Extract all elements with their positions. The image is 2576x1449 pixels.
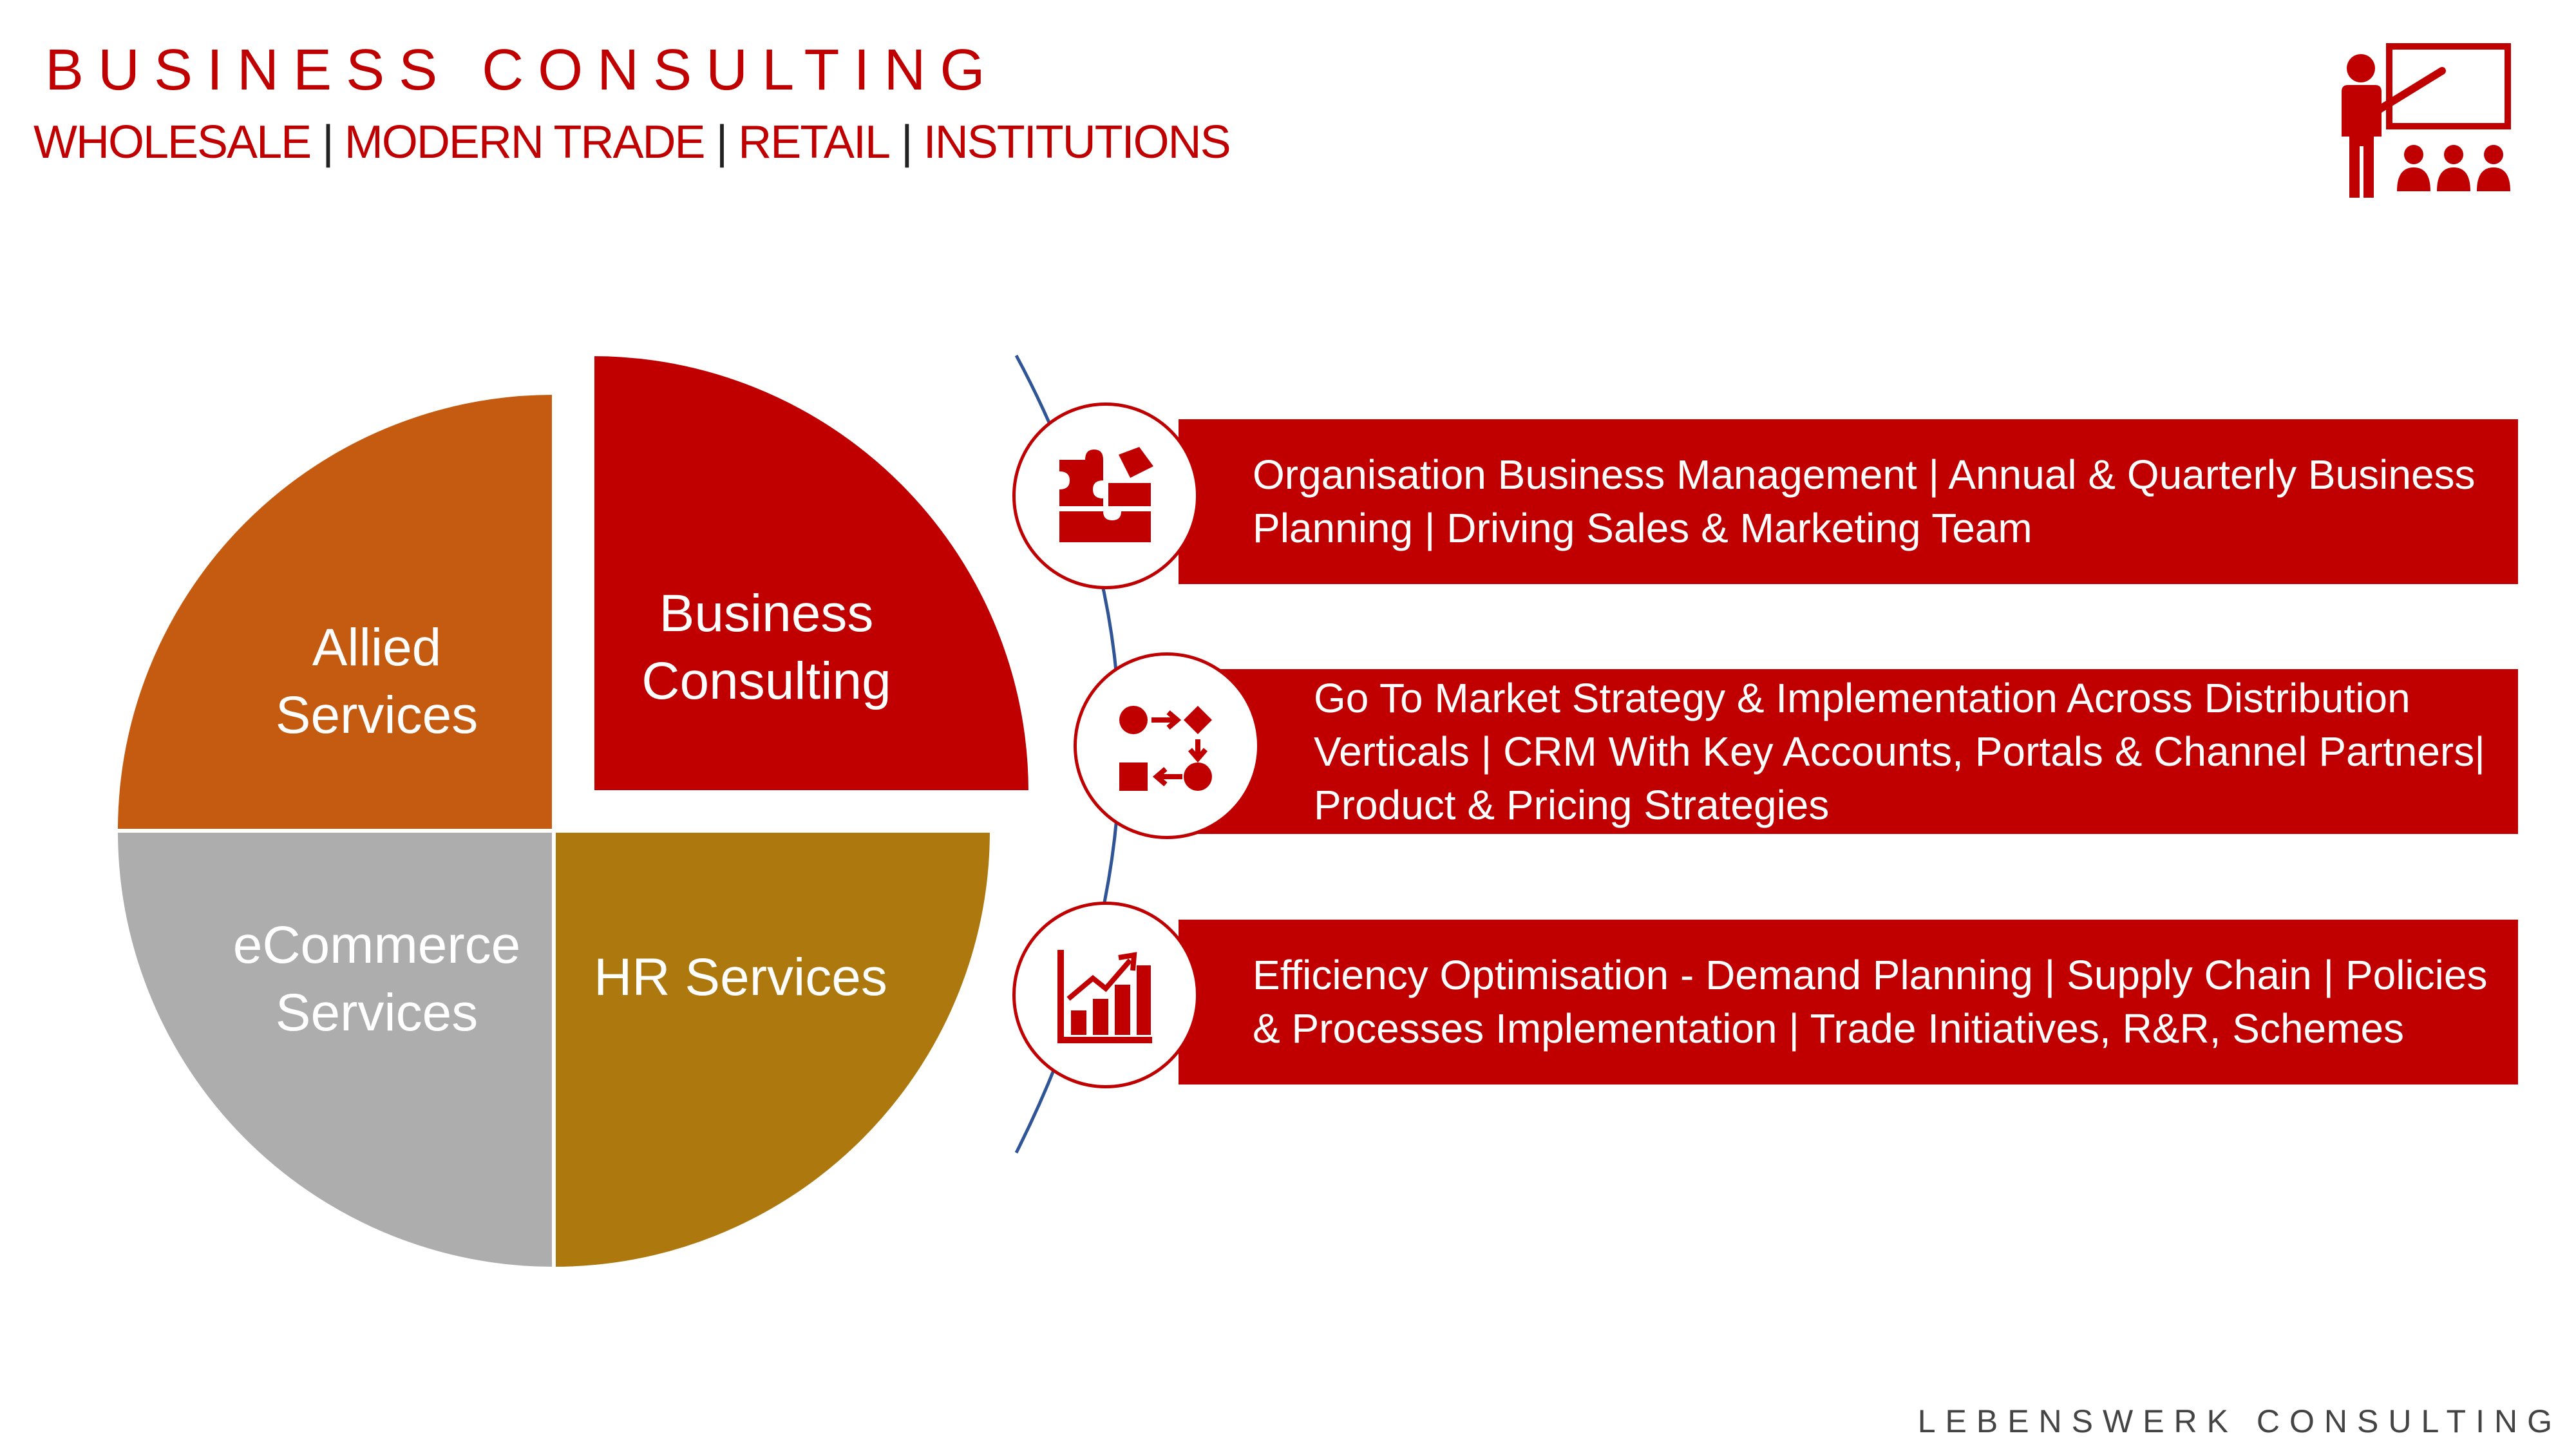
segment-institutions: INSTITUTIONS: [923, 117, 1231, 168]
item-icon-circle: [1012, 902, 1199, 1088]
pie-segment-business-consulting[interactable]: [591, 352, 1033, 794]
pie-label-hr-services: HR Services: [580, 943, 902, 1011]
service-item-bar: Efficiency Optimisation - Demand Plannin…: [1179, 920, 2518, 1084]
pie-label-line: Consulting: [641, 652, 891, 710]
page-title: BUSINESS CONSULTING: [45, 38, 999, 102]
service-item-text: Go To Market Strategy & Implementation A…: [1314, 674, 2485, 828]
pie-label-line: Allied: [312, 618, 442, 677]
teacher-presentation-icon: [2342, 43, 2511, 198]
pie-segment-hr-services[interactable]: [552, 829, 994, 1271]
company-footer: LEBENSWERK CONSULTING: [1917, 1403, 2562, 1439]
service-item-text: Efficiency Optimisation - Demand Plannin…: [1253, 952, 2488, 1052]
pie-label-business-consulting: Business Consulting: [628, 580, 905, 715]
pie-label-line: Services: [275, 983, 478, 1042]
segment-retail: RETAIL: [738, 117, 891, 168]
pie-label-line: HR Services: [594, 948, 887, 1007]
segment-separator: |: [322, 117, 334, 168]
pie-segment-allied-services[interactable]: [113, 390, 556, 833]
pie-label-ecommerce-services: eCommerce Services: [222, 911, 531, 1046]
pie-label-line: Business: [659, 584, 874, 643]
item-icon-circle: [1012, 402, 1199, 589]
process-flow-icon: [1119, 706, 1212, 791]
segment-modern-trade: MODERN TRADE: [344, 117, 706, 168]
segment-separator: |: [901, 117, 913, 168]
pie-label-line: Services: [275, 686, 478, 744]
pie-label-allied-services: Allied Services: [248, 614, 506, 749]
segment-separator: |: [715, 117, 728, 168]
item-icon-circle: [1074, 652, 1260, 839]
puzzle-icon: [1059, 447, 1153, 542]
service-item-bar: Organisation Business Management | Annua…: [1179, 419, 2518, 584]
segment-wholesale: WHOLESALE: [33, 117, 312, 168]
pie-label-line: eCommerce: [232, 916, 521, 974]
pie-segment-ecommerce-services[interactable]: [113, 829, 556, 1271]
service-item-bar: Go To Market Strategy & Implementation A…: [1179, 669, 2518, 834]
market-segments: WHOLESALE | MODERN TRADE | RETAIL | INSTITUTIO…: [33, 116, 1231, 169]
service-item-text: Organisation Business Management | Annua…: [1253, 451, 2476, 551]
growth-chart-icon: [1057, 950, 1152, 1043]
